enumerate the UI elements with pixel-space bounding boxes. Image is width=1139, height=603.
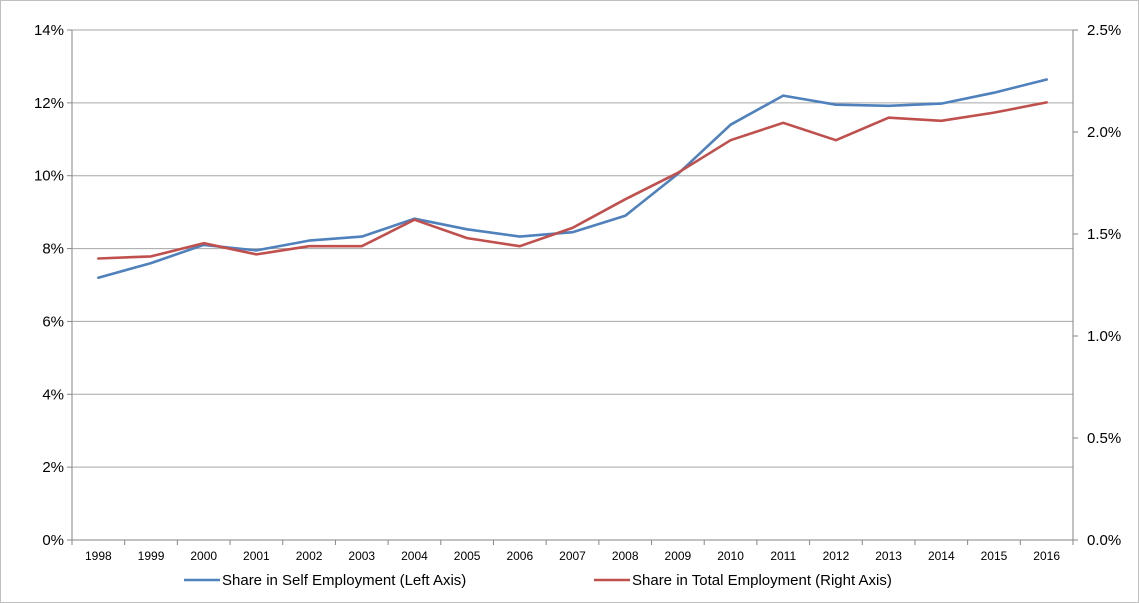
left-tick-label: 0% [42,532,64,549]
right-axis-tick-labels: 0.0% 0.5% 1.0% 1.5% 2.0% 2.5% [1073,22,1121,549]
legend-label: Share in Total Employment (Right Axis) [632,572,892,589]
right-tick-label: 1.0% [1087,328,1121,345]
x-tick-label: 2002 [296,549,323,563]
left-tick-label: 4% [42,386,64,403]
x-tick-label: 2003 [348,549,375,563]
series-line-total-employment [97,101,1048,260]
left-tick-label: 8% [42,241,64,258]
right-tick-label: 1.5% [1087,226,1121,243]
x-tick-label: 2015 [981,549,1008,563]
right-tick-label: 0.5% [1087,430,1121,447]
left-tick-label: 6% [42,313,64,330]
legend: Share in Self Employment (Left Axis) Shar… [184,572,892,589]
left-tick-label: 2% [42,459,64,476]
series-lines [97,78,1048,280]
x-tick-label: 2011 [770,549,796,563]
left-axis-tick-labels: 0% 2% 4% 6% 8% 10% 12% 14% [34,22,72,549]
legend-label: Share in Self Employment (Left Axis) [222,572,466,589]
x-tick-label: 1998 [85,549,112,563]
x-tick-label: 2005 [454,549,481,563]
x-tick-label: 2007 [559,549,586,563]
series-line-self-employment [97,78,1048,280]
left-tick-label: 14% [34,22,64,39]
left-tick-label: 12% [34,95,64,112]
axes [71,30,1074,541]
x-tick-label: 2013 [875,549,902,563]
right-tick-label: 2.5% [1087,22,1121,39]
x-tick-label: 1999 [138,549,165,563]
right-tick-label: 2.0% [1087,124,1121,141]
x-tick-label: 2009 [665,549,692,563]
x-axis-tick-labels: 1998 1999 2000 2001 2002 2003 2004 2005 2006 2007… [71,540,1074,563]
x-tick-label: 2016 [1033,549,1060,563]
left-tick-label: 10% [34,168,64,185]
x-tick-label: 2014 [928,549,955,563]
x-tick-label: 2010 [717,549,744,563]
x-tick-label: 2000 [190,549,217,563]
x-tick-label: 2004 [401,549,428,563]
x-tick-label: 2001 [243,549,270,563]
x-tick-label: 2008 [612,549,639,563]
gridlines [72,29,1073,468]
x-tick-label: 2006 [506,549,533,563]
x-tick-label: 2012 [823,549,850,563]
right-tick-label: 0.0% [1087,532,1121,549]
